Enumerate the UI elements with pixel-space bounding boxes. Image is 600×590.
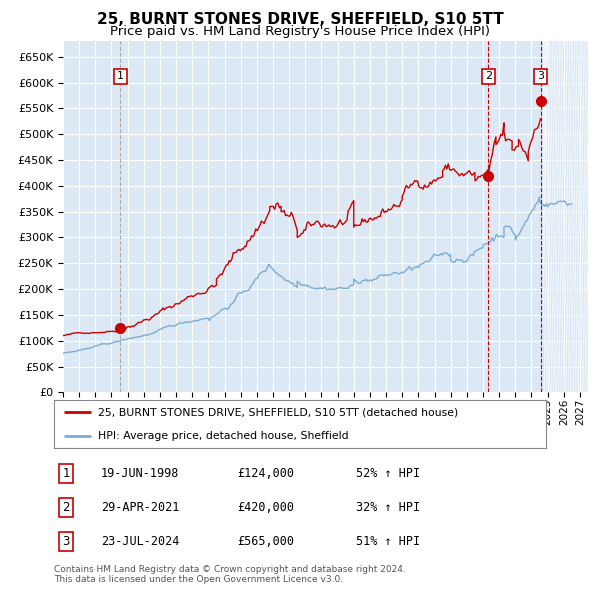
Text: This data is licensed under the Open Government Licence v3.0.: This data is licensed under the Open Gov… (54, 575, 343, 584)
Text: 51% ↑ HPI: 51% ↑ HPI (356, 535, 421, 548)
Text: 52% ↑ HPI: 52% ↑ HPI (356, 467, 421, 480)
Text: 3: 3 (62, 535, 70, 548)
Text: 32% ↑ HPI: 32% ↑ HPI (356, 501, 421, 514)
Text: £565,000: £565,000 (237, 535, 294, 548)
Text: 1: 1 (117, 71, 124, 81)
Text: 2: 2 (485, 71, 492, 81)
Text: 2: 2 (62, 501, 70, 514)
Text: 25, BURNT STONES DRIVE, SHEFFIELD, S10 5TT: 25, BURNT STONES DRIVE, SHEFFIELD, S10 5… (97, 12, 503, 27)
Text: 19-JUN-1998: 19-JUN-1998 (101, 467, 179, 480)
Text: 25, BURNT STONES DRIVE, SHEFFIELD, S10 5TT (detached house): 25, BURNT STONES DRIVE, SHEFFIELD, S10 5… (98, 407, 458, 417)
Text: 1: 1 (62, 467, 70, 480)
Text: Price paid vs. HM Land Registry's House Price Index (HPI): Price paid vs. HM Land Registry's House … (110, 25, 490, 38)
Text: £124,000: £124,000 (237, 467, 294, 480)
Bar (543, 41, 588, 392)
Text: HPI: Average price, detached house, Sheffield: HPI: Average price, detached house, Shef… (98, 431, 349, 441)
Text: 29-APR-2021: 29-APR-2021 (101, 501, 179, 514)
Text: Contains HM Land Registry data © Crown copyright and database right 2024.: Contains HM Land Registry data © Crown c… (54, 565, 406, 574)
Text: 23-JUL-2024: 23-JUL-2024 (101, 535, 179, 548)
Text: £420,000: £420,000 (237, 501, 294, 514)
Text: 3: 3 (537, 71, 544, 81)
